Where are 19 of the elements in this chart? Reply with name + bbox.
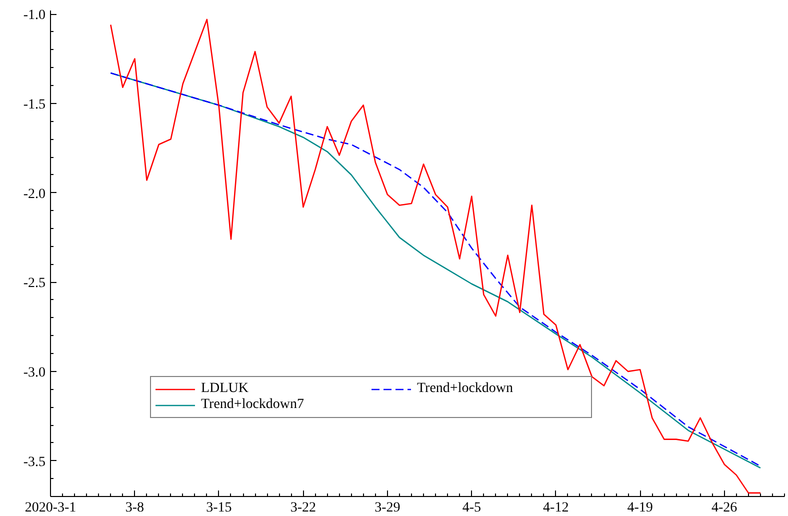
x-tick-label: 4-26 [712,500,738,516]
y-tick-label: -1.0 [23,8,46,24]
x-tick-label: 3-22 [290,500,316,516]
line-series [110,18,762,494]
legend-label: Trend+lockdown [417,381,514,397]
x-tick-label: 3-29 [374,500,400,516]
x-tick-label: 4-19 [627,500,653,516]
x-tick-label: 4-12 [543,500,569,516]
legend-label: LDLUK [201,381,250,397]
legend-label: Trend+lockdown7 [201,397,306,413]
x-tick-label: 3-15 [206,500,232,516]
y-tick-label: -3.0 [23,365,46,380]
y-tick-label: -2.0 [23,186,46,202]
x-tick-label: 2020-3-1 [24,500,76,516]
y-tick-label: -1.5 [23,97,46,112]
x-tick-label: 3-8 [125,500,144,516]
y-tick-label: -2.5 [23,276,46,292]
y-tick-label: -3.5 [23,454,46,470]
x-tick-label: 4-5 [462,500,481,516]
